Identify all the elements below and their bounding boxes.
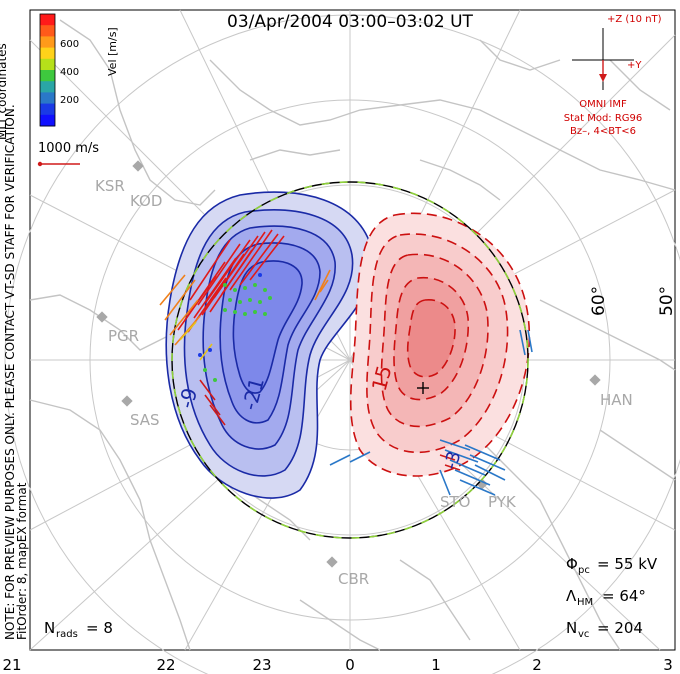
stat-nvc-sub: vc xyxy=(578,629,589,640)
colorbar-swatch xyxy=(40,114,55,127)
station-han: HAN xyxy=(600,391,633,409)
colorbar-tick-600: 600 xyxy=(60,39,79,50)
colorbar-swatch xyxy=(40,103,55,116)
colorbar-swatch xyxy=(40,70,55,82)
positive-cell xyxy=(349,212,531,477)
stat-nvc-value: = 204 xyxy=(597,619,643,637)
imf-by-label: +Y xyxy=(627,60,642,71)
colorbar-swatch xyxy=(40,36,55,49)
stat-nrads-value: = 8 xyxy=(86,619,113,637)
mlt-tick-23: 23 xyxy=(252,656,271,674)
stat-nrads-symbol: N xyxy=(44,619,55,637)
station-pyk: PYK xyxy=(488,493,517,511)
velocity-vectors-high xyxy=(159,229,331,426)
imf-model: Stat Mod: RG96 xyxy=(564,113,643,124)
stat-nvc-symbol: N xyxy=(566,619,577,637)
lat-label-50: 50° xyxy=(657,286,677,316)
mlt-tick-21: 21 xyxy=(2,656,21,674)
mlt-tick-22: 22 xyxy=(156,656,175,674)
station-kod: KOD xyxy=(130,192,162,210)
station-cbr: CBR xyxy=(338,570,369,588)
stat-nrads-sub: rads xyxy=(56,629,78,640)
stat-phipc-value: = 55 kV xyxy=(597,555,658,573)
stats-nrads: N rads = 8 xyxy=(44,619,113,640)
velocity-colorbar: 600 400 200 Vel [m/s] xyxy=(39,13,119,127)
station-pgr: PGR xyxy=(108,327,139,345)
colorbar-swatch xyxy=(40,92,55,105)
colorbar-swatch xyxy=(40,14,55,26)
imf-source: OMNI IMF xyxy=(579,99,627,110)
station-sto: STO xyxy=(440,493,471,511)
colorbar-label: Vel [m/s] xyxy=(106,27,119,76)
contour-labels: -21 -9 15 -3 xyxy=(174,363,466,472)
colorbar-swatch xyxy=(40,47,55,60)
stat-lambdahm-symbol: Λ xyxy=(566,587,577,605)
mlt-tick-0: 0 xyxy=(345,656,355,674)
preview-note: NOTE: FOR PREVIEW PURPOSES ONLY. PLEASE … xyxy=(3,104,17,640)
imf-bz-label: +Z (10 nT) xyxy=(607,14,662,25)
mlt-tick-1: 1 xyxy=(431,656,441,674)
plot-frame xyxy=(29,9,676,651)
station-sas: SAS xyxy=(130,411,160,429)
stats-nvc: N vc = 204 xyxy=(566,619,643,640)
stats-lambdahm: Λ HM = 64° xyxy=(566,587,646,608)
imf-panel: +Z (10 nT) +Y OMNI IMF Stat Mod: RG96 Bz… xyxy=(564,14,662,137)
station-labels: KSR KOD PGR SAS HAN STO PYK CBR xyxy=(95,177,633,588)
colorbar-swatches xyxy=(40,14,55,127)
scale-label: 1000 m/s xyxy=(38,141,99,156)
stat-lambdahm-value: = 64° xyxy=(602,587,646,605)
hm-boundary-overlay xyxy=(171,181,529,539)
stat-lambdahm-sub: HM xyxy=(577,597,593,608)
contour-label-neg3: -3 xyxy=(440,449,465,472)
station-ksr: KSR xyxy=(95,177,125,195)
mlt-axis: 21 22 23 0 1 2 3 xyxy=(2,656,672,674)
imf-condition: Bz–, 4<BT<6 xyxy=(570,126,636,137)
colorbar-swatch xyxy=(40,81,55,93)
fit-order: FitOrder: 8, mapEX format xyxy=(15,482,29,640)
mlt-tick-2: 2 xyxy=(532,656,542,674)
colorbar-tick-200: 200 xyxy=(60,95,79,106)
velocity-vectors-low xyxy=(198,273,533,496)
lat-label-60: 60° xyxy=(589,286,609,316)
potential-max-marker xyxy=(417,382,429,394)
mlt-tick-3: 3 xyxy=(663,656,673,674)
colorbar-tick-400: 400 xyxy=(60,67,79,78)
stat-phipc-sub: pc xyxy=(578,565,590,576)
stat-phipc-symbol: Φ xyxy=(566,555,578,573)
colorbar-swatch xyxy=(40,25,55,37)
colorbar-swatch xyxy=(40,58,55,71)
stats-phipc: Φ pc = 55 kV xyxy=(566,555,658,576)
map-title: 03/Apr/2004 03:00–03:02 UT xyxy=(227,12,473,32)
scale-vector: 1000 m/s xyxy=(37,141,99,167)
coordinates-label: MLT coordinates xyxy=(0,43,9,140)
